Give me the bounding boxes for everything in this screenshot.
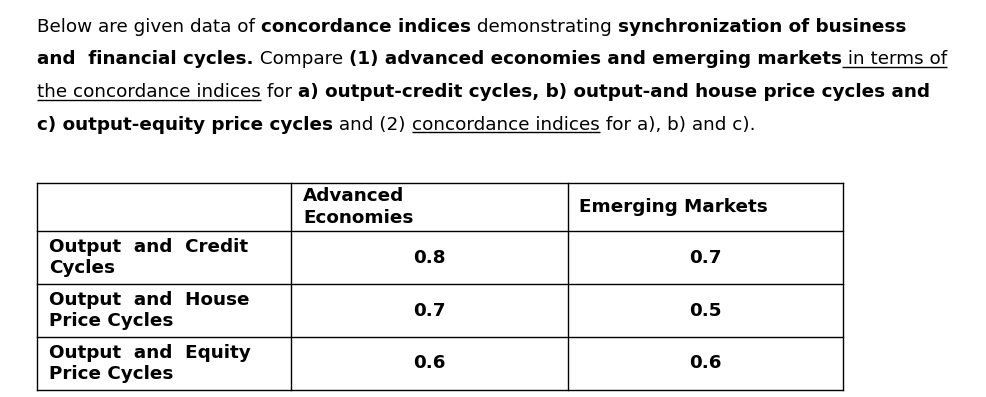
Text: 0.7: 0.7: [413, 302, 446, 320]
Text: for: for: [261, 83, 298, 101]
Text: 0.6: 0.6: [413, 355, 446, 372]
Text: concordance indices: concordance indices: [261, 18, 471, 36]
Text: 0.6: 0.6: [689, 355, 722, 372]
Text: demonstrating: demonstrating: [471, 18, 618, 36]
Text: Output  and  House
Price Cycles: Output and House Price Cycles: [49, 291, 249, 330]
Text: synchronization of business: synchronization of business: [618, 18, 906, 36]
Text: concordance indices: concordance indices: [412, 116, 599, 133]
Text: 0.5: 0.5: [689, 302, 722, 320]
Text: and  financial cycles.: and financial cycles.: [37, 50, 254, 68]
Text: c) output-equity price cycles: c) output-equity price cycles: [37, 116, 333, 133]
Text: a) output-credit cycles, b) output-and house price cycles and: a) output-credit cycles, b) output-and h…: [298, 83, 930, 101]
Text: in terms of: in terms of: [842, 50, 948, 68]
Text: for a), b) and c).: for a), b) and c).: [599, 116, 755, 133]
Text: Advanced
Economies: Advanced Economies: [303, 187, 413, 227]
Text: Emerging Markets: Emerging Markets: [580, 198, 768, 216]
Text: 0.8: 0.8: [413, 249, 446, 267]
Text: the concordance indices: the concordance indices: [37, 83, 261, 101]
Text: and (2): and (2): [333, 116, 412, 133]
Text: (1) advanced economies and emerging markets: (1) advanced economies and emerging mark…: [349, 50, 842, 68]
Text: Compare: Compare: [254, 50, 349, 68]
Text: Below are given data of: Below are given data of: [37, 18, 261, 36]
Text: Output  and  Equity
Price Cycles: Output and Equity Price Cycles: [49, 344, 251, 383]
Text: 0.7: 0.7: [689, 249, 722, 267]
Text: Output  and  Credit
Cycles: Output and Credit Cycles: [49, 238, 248, 278]
